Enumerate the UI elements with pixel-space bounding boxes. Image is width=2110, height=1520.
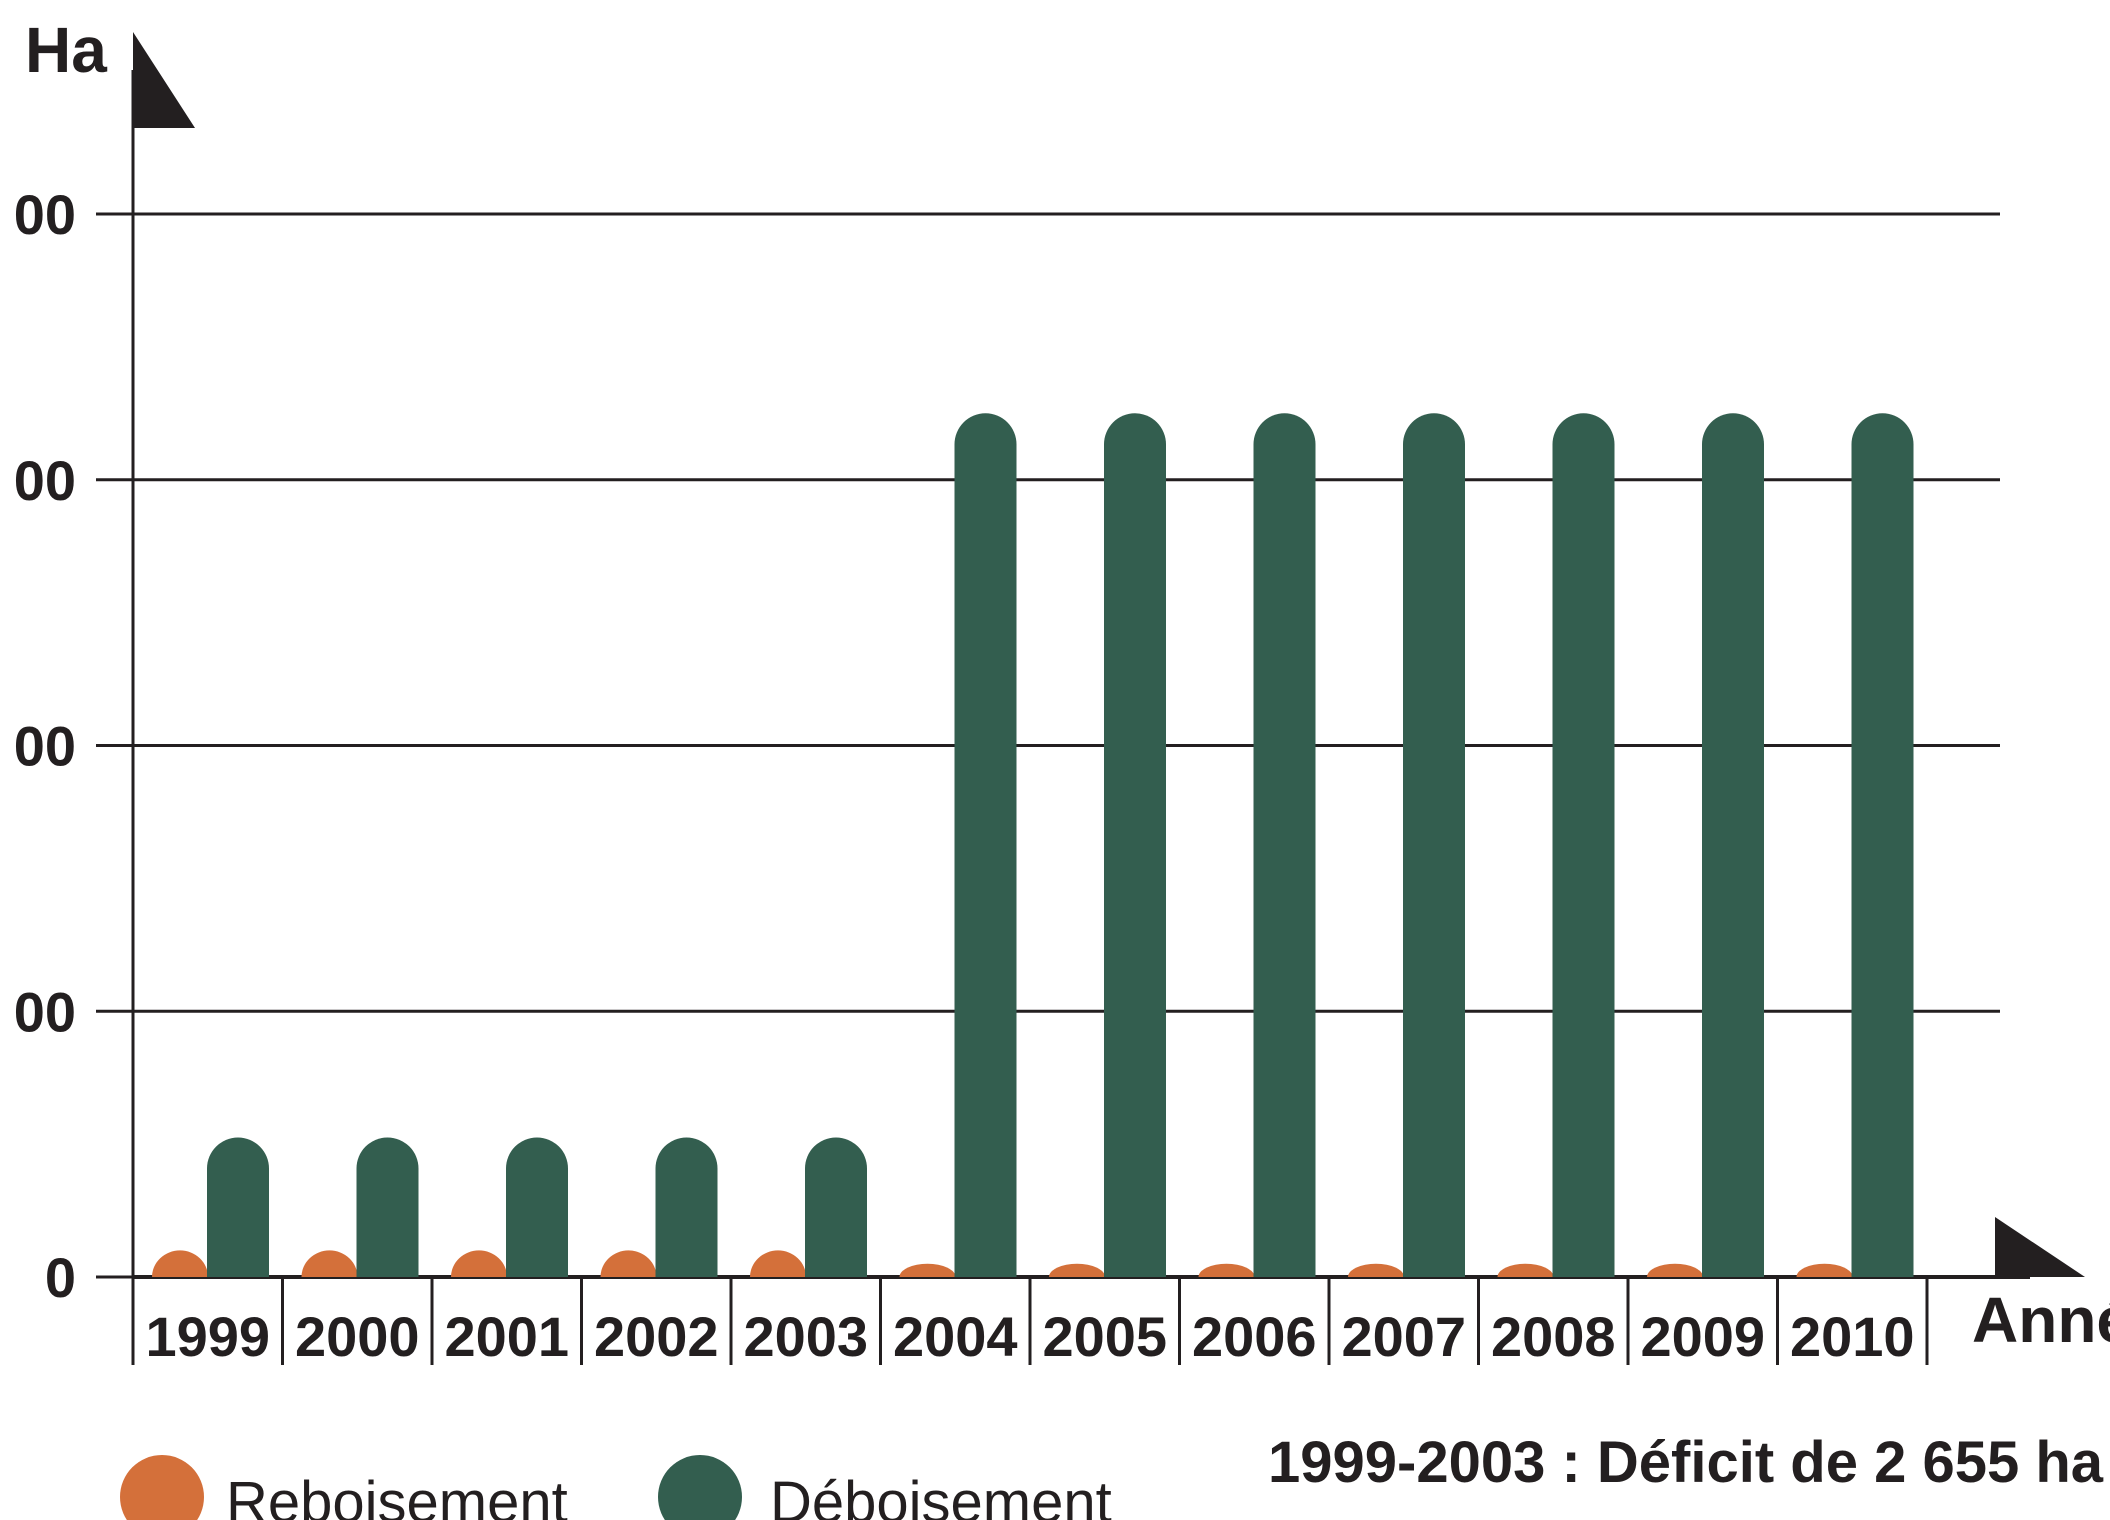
legend-swatch-reboisement [120, 1455, 204, 1520]
bar-deboisement [655, 1137, 718, 1277]
y-axis-arrow-icon [133, 32, 195, 128]
bar-deboisement [954, 413, 1017, 1277]
bar-reboisement [750, 1250, 806, 1277]
x-tick-label: 2010 [1790, 1305, 1915, 1368]
x-tick-label: 2000 [295, 1305, 420, 1368]
bar-deboisement [356, 1137, 419, 1277]
legend-label-deboisement: Déboisement [770, 1470, 1112, 1520]
bar-deboisement [1253, 413, 1316, 1277]
bar-reboisement [451, 1250, 507, 1277]
x-tick-label: 2001 [444, 1305, 569, 1368]
bar-deboisement [1552, 413, 1615, 1277]
bar-reboisement [1049, 1263, 1105, 1277]
bar-reboisement [1497, 1263, 1554, 1277]
grid-lines [96, 212, 2000, 1279]
legend: Reboisement Déboisement [120, 1455, 1112, 1520]
bar-deboisement [207, 1137, 269, 1277]
legend-swatch-deboisement [658, 1455, 742, 1520]
bar-deboisement [506, 1137, 568, 1277]
x-axis-label: Anné [1972, 1284, 2110, 1356]
bar-reboisement [1198, 1263, 1255, 1277]
x-tick-label: 2006 [1192, 1305, 1317, 1368]
bar-reboisement [1647, 1263, 1703, 1277]
x-tick-label: 1999 [145, 1305, 270, 1368]
y-tick-label: 0 [45, 1246, 76, 1309]
legend-label-reboisement: Reboisement [226, 1470, 568, 1520]
x-tick-label: 2005 [1042, 1305, 1167, 1368]
x-axis-arrow-icon [1995, 1217, 2085, 1277]
x-tick-label: 2009 [1640, 1305, 1765, 1368]
x-tick-label: 2003 [743, 1305, 868, 1368]
y-tick-label: 00 [14, 980, 76, 1043]
bar-deboisement [1702, 413, 1764, 1277]
x-tick-label: 2002 [594, 1305, 719, 1368]
bar-deboisement [805, 1137, 867, 1277]
bar-reboisement [152, 1250, 208, 1277]
bar-reboisement [600, 1250, 657, 1277]
y-tick-label: 00 [14, 183, 76, 246]
bar-reboisement [899, 1263, 956, 1277]
bar-deboisement [1104, 413, 1166, 1277]
y-tick-label: 00 [14, 715, 76, 778]
x-tick-label: 2008 [1491, 1305, 1616, 1368]
bar-reboisement [1348, 1263, 1404, 1277]
x-tick-label: 2004 [893, 1305, 1018, 1368]
deficit-note: 1999-2003 : Déficit de 2 655 ha [1268, 1430, 2104, 1495]
y-axis-label: Ha [25, 14, 107, 86]
bar-deboisement [1403, 413, 1465, 1277]
x-tick-label: 2007 [1341, 1305, 1466, 1368]
bar-reboisement [1796, 1263, 1853, 1277]
y-tick-label: 00 [14, 449, 76, 512]
bar-deboisement [1851, 413, 1914, 1277]
bar-reboisement [301, 1250, 358, 1277]
year-labels: 1999 2000 2001 2002 2003 2004 2005 2006 2007 2008… [131, 1277, 1929, 1368]
bars [152, 413, 1914, 1277]
